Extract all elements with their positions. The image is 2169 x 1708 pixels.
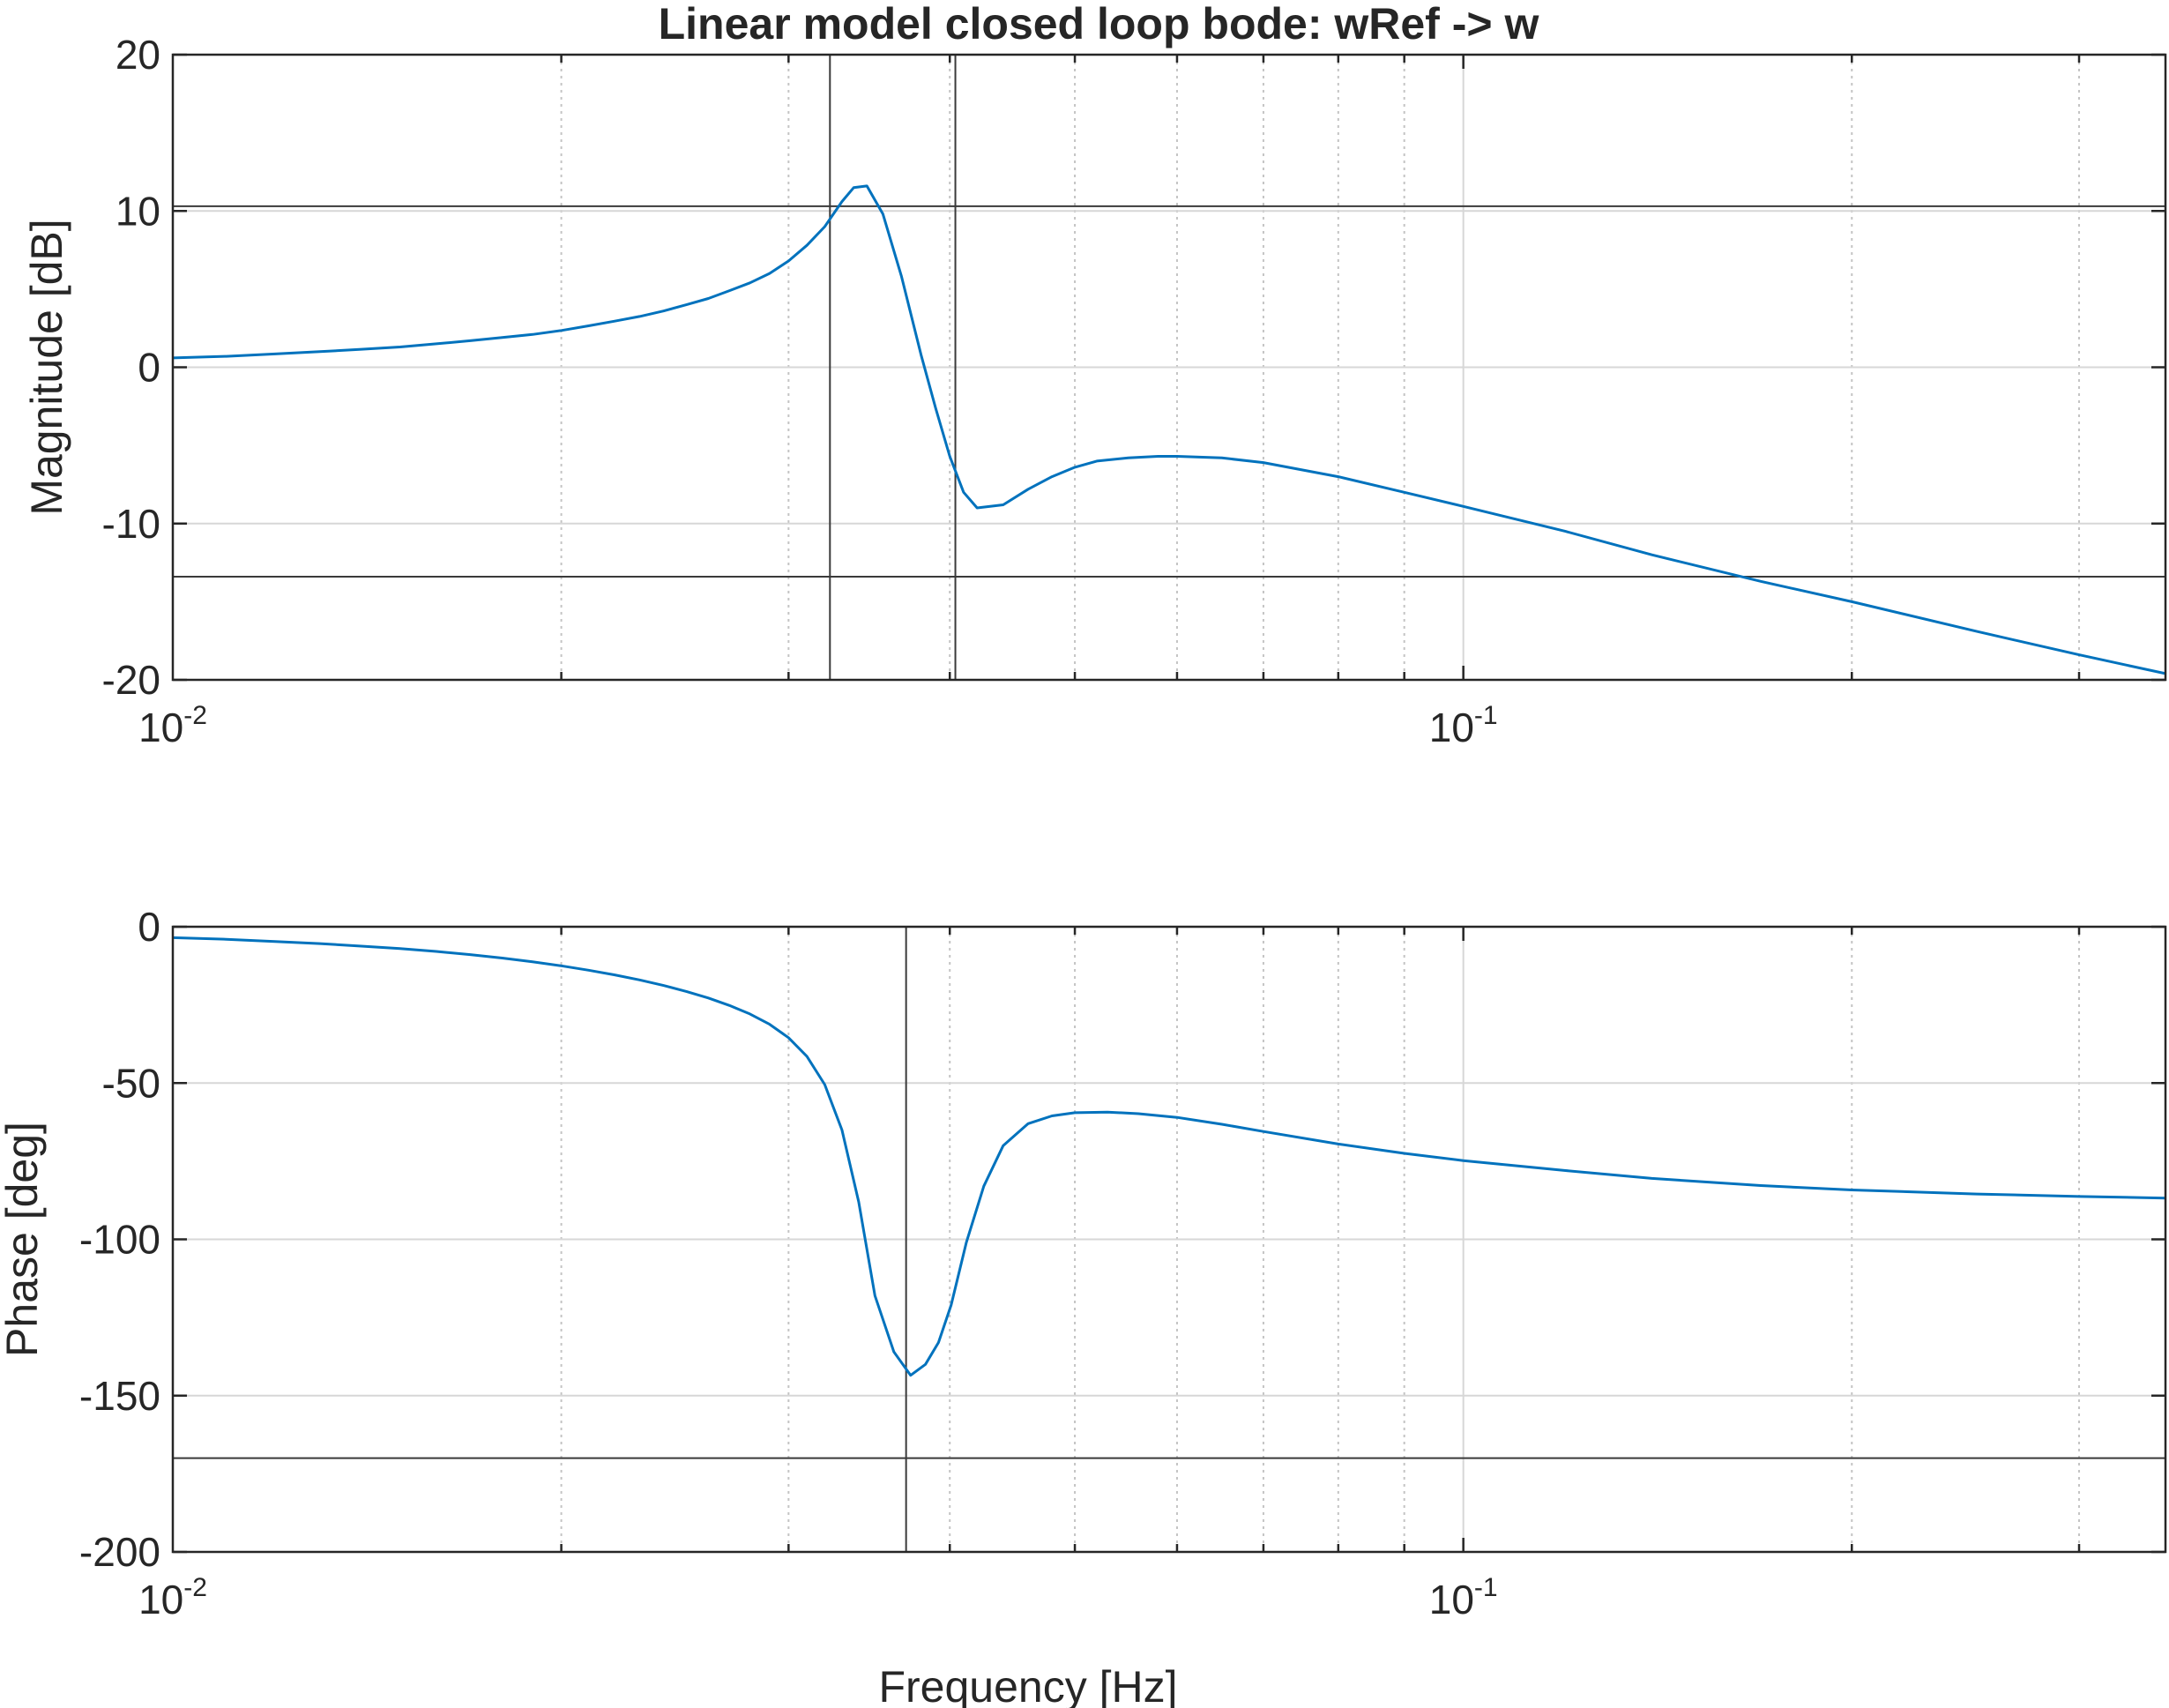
tick-base: 10 bbox=[138, 1577, 183, 1622]
plot2-series-line bbox=[172, 936, 2166, 1377]
plot2-y-axis-label: Phase [deg] bbox=[0, 1122, 47, 1357]
plot2-y-tick-label: -200 bbox=[79, 1529, 160, 1575]
reference-lines bbox=[173, 55, 2165, 1552]
grid-lines bbox=[173, 55, 2165, 1552]
plot2-y-tick-label: -150 bbox=[79, 1373, 160, 1419]
plot1-series-line bbox=[172, 184, 2166, 675]
plot1-axes-frame bbox=[171, 53, 2167, 682]
axes-frames bbox=[171, 53, 2167, 1554]
tick-base: 10 bbox=[138, 705, 183, 750]
plot-background bbox=[173, 55, 2165, 1552]
plot2-axes-frame bbox=[171, 925, 2167, 1554]
tick-base: 10 bbox=[1429, 705, 1474, 750]
plot1-x-tick-label: 10-1 bbox=[1429, 701, 1498, 750]
plot1-y-tick-label: -10 bbox=[102, 501, 160, 547]
tick-base: 10 bbox=[1429, 1577, 1474, 1622]
plot1-y-tick-label: -20 bbox=[102, 657, 160, 703]
tick-exponent: -1 bbox=[1474, 1573, 1498, 1602]
plot1-y-tick-label: 0 bbox=[138, 345, 160, 391]
plot2-y-tick-label: 0 bbox=[138, 904, 160, 950]
plot2-x-tick-label: 10-1 bbox=[1429, 1573, 1498, 1622]
data-curves bbox=[172, 184, 2166, 1377]
plot1-title: Linear model closed loop bode: wRef -> w bbox=[659, 0, 1539, 48]
plot2-x-tick-label: 10-2 bbox=[138, 1573, 207, 1622]
tick-exponent: -2 bbox=[183, 701, 207, 730]
plot2-y-tick-label: -50 bbox=[102, 1060, 160, 1106]
plot1-x-tick-label: 10-2 bbox=[138, 701, 207, 750]
plot2-y-tick-label: -100 bbox=[79, 1217, 160, 1263]
tick-exponent: -2 bbox=[183, 1573, 207, 1602]
plot1-y-tick-label: 20 bbox=[116, 32, 160, 78]
tick-exponent: -1 bbox=[1474, 701, 1498, 730]
plot2-x-axis-label: Frequency [Hz] bbox=[878, 1662, 1177, 1708]
plot1-y-axis-label: Magnitude [dB] bbox=[22, 219, 71, 515]
plot1-y-tick-label: 10 bbox=[116, 188, 160, 234]
